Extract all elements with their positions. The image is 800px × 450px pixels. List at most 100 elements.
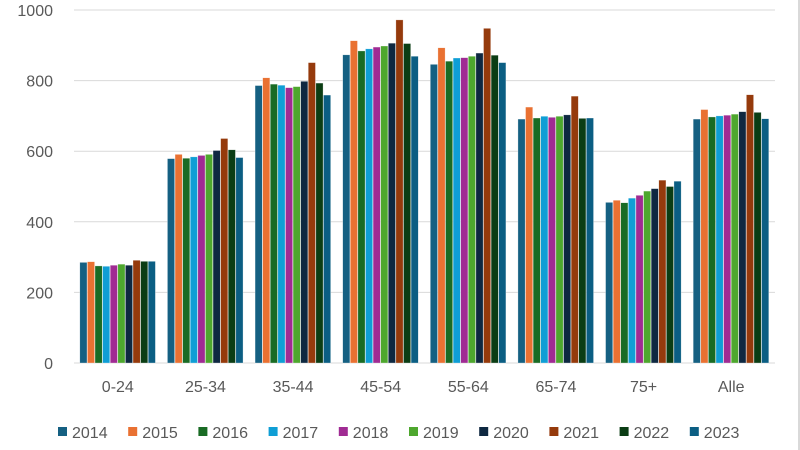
y-tick-label: 800: [26, 74, 53, 91]
bar-2017-55-64: [452, 57, 461, 364]
bar-2016-65-74: [532, 117, 541, 364]
legend-swatch-2020: [479, 427, 489, 436]
bar-2019-0-24: [117, 263, 126, 364]
legend-swatch-2018: [338, 427, 348, 436]
legend-label: 2018: [353, 425, 389, 442]
bar-2018-0-24: [109, 264, 118, 364]
bar-2022-0-24: [140, 261, 149, 364]
bar-2021-55-64: [483, 28, 491, 364]
bar-2017-0-24: [102, 266, 111, 364]
bar-2019-35-44: [292, 86, 301, 364]
legend-label: 2021: [563, 425, 599, 442]
legend-label: 2015: [142, 425, 178, 442]
bar-2015-75+: [612, 200, 621, 364]
bar-2020-45-54: [388, 42, 396, 364]
y-tick-label: 400: [26, 215, 53, 232]
bars: [79, 19, 770, 364]
bar-2016-35-44: [270, 83, 278, 364]
bar-2023-Alle: [761, 118, 770, 364]
bar-2019-45-54: [380, 45, 389, 364]
bar-2021-45-54: [395, 19, 404, 364]
legend-swatch-2019: [409, 427, 418, 436]
legend-swatch-2014: [58, 427, 67, 436]
bar-2018-55-64: [460, 57, 469, 364]
bar-2022-75+: [666, 186, 674, 364]
legend-label: 2016: [212, 425, 248, 442]
bar-2016-Alle: [708, 116, 716, 364]
bar-2022-55-64: [490, 54, 499, 364]
bar-2014-35-44: [254, 85, 263, 364]
bar-2017-75+: [628, 197, 636, 364]
bar-2023-45-54: [410, 55, 419, 364]
bar-2022-Alle: [753, 112, 762, 364]
bar-2022-35-44: [315, 82, 324, 364]
y-tick-label: 0: [44, 356, 53, 373]
bar-2021-75+: [658, 179, 667, 364]
bar-2022-45-54: [403, 43, 411, 364]
legend: 2014 2015 2016 2017 2018 2019 2020 2021 2022 2023: [58, 425, 739, 442]
legend-swatch-2023: [689, 427, 699, 436]
x-axis-tick-labels: 0-24 25-34 35-44 45-54 55-64 65-74 75+ Alle: [102, 379, 745, 396]
bar-2015-0-24: [87, 261, 95, 364]
legend-label: 2020: [493, 425, 529, 442]
bar-2014-75+: [605, 202, 614, 364]
y-axis-tick-labels: 0 200 400 600 800 1000: [17, 3, 53, 373]
bar-2018-25-34: [197, 155, 206, 364]
bar-2019-55-64: [468, 55, 476, 364]
bar-2015-45-54: [350, 40, 358, 364]
bar-2014-45-54: [342, 54, 351, 364]
bar-2019-25-34: [205, 154, 213, 364]
legend-label: 2014: [72, 425, 108, 442]
right-border: [798, 0, 800, 450]
bar-2020-35-44: [300, 81, 309, 364]
x-tick-label: 35-44: [273, 379, 314, 396]
bar-2020-75+: [650, 188, 659, 364]
bar-2020-Alle: [738, 111, 747, 364]
bar-2014-Alle: [692, 118, 701, 364]
bar-2017-Alle: [715, 115, 724, 364]
legend-swatch-2015: [128, 427, 138, 436]
bar-2017-35-44: [277, 84, 286, 364]
bar-2014-0-24: [79, 262, 88, 364]
bar-2019-75+: [643, 190, 652, 364]
bar-2017-25-34: [189, 156, 198, 364]
legend-label: 2019: [423, 425, 459, 442]
bar-2018-75+: [635, 195, 644, 364]
bar-2020-55-64: [475, 52, 484, 364]
bar-2021-65-74: [570, 95, 579, 364]
bar-2019-Alle: [730, 113, 739, 364]
bar-2023-75+: [673, 180, 682, 364]
x-tick-label: 65-74: [535, 379, 576, 396]
legend-label: 2023: [704, 425, 740, 442]
bar-2023-0-24: [147, 261, 156, 364]
legend-label: 2017: [283, 425, 319, 442]
bar-2015-65-74: [525, 106, 533, 364]
bar-2016-0-24: [94, 265, 103, 364]
bar-2020-65-74: [563, 114, 571, 364]
bar-2018-45-54: [372, 46, 381, 364]
x-tick-label: 45-54: [360, 379, 401, 396]
bar-2021-Alle: [746, 94, 754, 364]
legend-swatch-2017: [268, 427, 278, 436]
legend-swatch-2021: [549, 427, 559, 436]
bar-2015-35-44: [262, 77, 271, 364]
bar-2020-0-24: [125, 264, 133, 364]
bar-2022-25-34: [227, 149, 236, 364]
x-tick-label: 25-34: [185, 379, 226, 396]
y-tick-label: 600: [26, 144, 53, 161]
bar-2023-55-64: [498, 62, 507, 364]
bar-2015-55-64: [437, 47, 446, 364]
bar-2018-65-74: [548, 117, 556, 364]
bar-2015-Alle: [700, 109, 709, 364]
bar-2023-35-44: [323, 94, 331, 364]
bar-2014-55-64: [430, 64, 438, 364]
bar-2016-75+: [620, 202, 629, 364]
bar-2021-35-44: [308, 62, 316, 364]
bar-2016-55-64: [445, 60, 453, 364]
bar-2020-25-34: [212, 150, 221, 364]
bar-2022-65-74: [578, 118, 587, 364]
bar-2018-Alle: [723, 114, 732, 364]
bar-2023-25-34: [235, 157, 244, 364]
legend-swatch-2022: [619, 427, 629, 436]
